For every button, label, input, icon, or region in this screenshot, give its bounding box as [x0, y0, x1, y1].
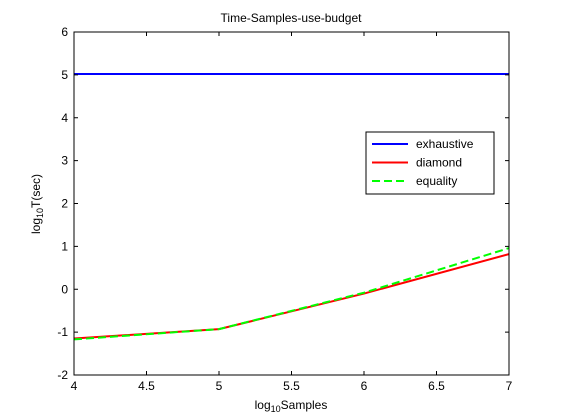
x-tick-label: 4 — [71, 379, 78, 393]
y-tick-label: 5 — [61, 68, 68, 82]
x-tick-label: 5 — [216, 379, 223, 393]
legend: exhaustive diamond equality — [365, 131, 495, 195]
x-tick-label: 6.5 — [428, 379, 445, 393]
series-line-equality — [73, 247, 510, 341]
x-tick-label: 6 — [361, 379, 368, 393]
y-tick-label: 6 — [61, 25, 68, 39]
y-tick-label: -2 — [57, 368, 68, 382]
plot-background — [74, 32, 509, 375]
x-tick-label: 5.5 — [283, 379, 300, 393]
y-tick-label: 1 — [61, 239, 68, 253]
x-axis-label: log10Samples — [255, 398, 328, 414]
legend-label-equality: equality — [416, 174, 457, 188]
legend-label-exhaustive: exhaustive — [416, 137, 474, 151]
y-axis-label: log10T(sec) — [29, 174, 45, 234]
y-tick-label: 4 — [61, 111, 68, 125]
ticks-layer: 4 4.5 5 5.5 6 6.5 7 -2 -1 0 1 2 3 4 5 6 — [57, 25, 512, 393]
y-tick-label: 2 — [61, 197, 68, 211]
plot-area — [74, 32, 509, 375]
series-layer — [73, 73, 510, 341]
y-tick-label: 0 — [61, 282, 68, 296]
chart-title: Time-Samples-use-budget — [221, 11, 363, 25]
legend-label-diamond: diamond — [416, 156, 462, 170]
y-tick-label: -1 — [57, 325, 68, 339]
x-tick-label: 7 — [506, 379, 513, 393]
y-tick-label: 3 — [61, 154, 68, 168]
x-tick-label: 4.5 — [138, 379, 155, 393]
